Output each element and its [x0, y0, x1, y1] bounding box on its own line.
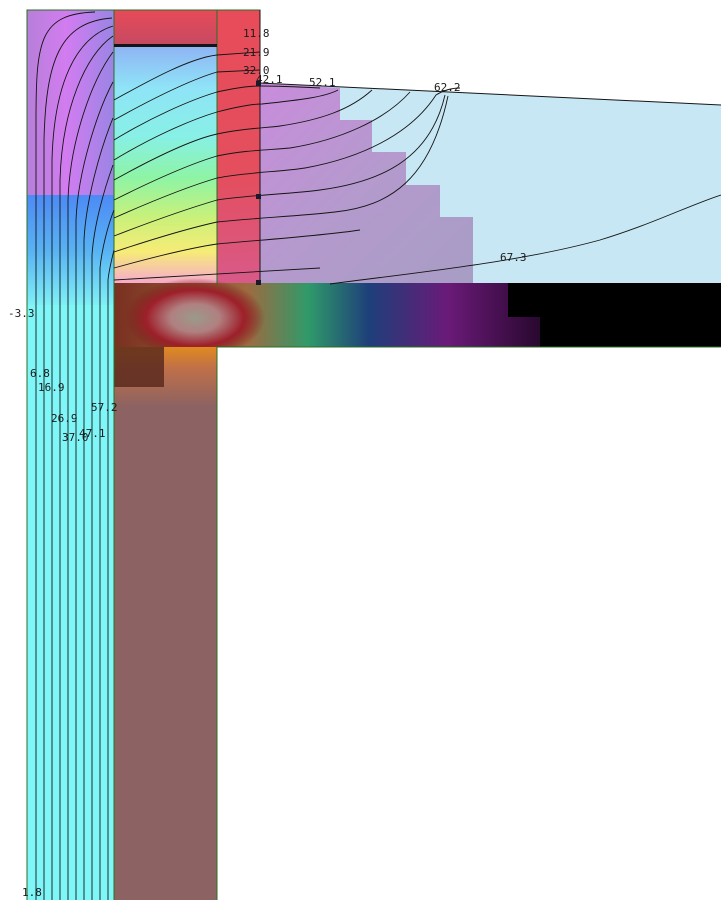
isotherms-core	[113, 51, 721, 285]
node-marker-bottom	[256, 280, 261, 285]
label-wall-1: 6.8	[30, 367, 50, 380]
label-left-top: -3.3	[8, 307, 35, 320]
dark-corner-block	[114, 347, 164, 387]
brown-wall	[114, 405, 217, 900]
left-insulation-bottom	[27, 305, 114, 900]
label-top-5: 52.1	[309, 76, 336, 89]
label-top-6: 62.2	[434, 81, 461, 94]
label-bottom: 1.8	[22, 886, 42, 899]
outline-edges	[26, 9, 721, 900]
label-wall-2: 16.9	[38, 381, 65, 394]
label-right: 67.3	[500, 251, 527, 264]
top-cap	[114, 10, 217, 47]
node-marker-top	[256, 81, 261, 86]
core-column	[114, 45, 217, 285]
left-insulation-mid	[27, 195, 114, 305]
node-marker-mid	[256, 194, 261, 199]
beam-black-step	[508, 283, 721, 317]
label-wall-6: 57.2	[91, 401, 118, 414]
beam-black-low	[540, 317, 721, 347]
red-layer	[217, 10, 260, 285]
label-wall-5: 47.1	[79, 427, 106, 440]
label-top-1: 11.8	[243, 27, 270, 40]
isotherm-labels: -3.3 6.8 16.9 26.9 37.0 47.1 57.2 1.8 11…	[8, 27, 527, 899]
label-top-4: 42.1	[256, 73, 283, 86]
violet-stepped-zone	[260, 83, 473, 285]
left-insulation	[27, 10, 114, 900]
label-wall-3: 26.9	[51, 412, 78, 425]
label-wall-4: 37.0	[62, 431, 89, 444]
isotherms-left	[35, 11, 115, 900]
label-top-2: 21.9	[243, 46, 270, 59]
node-markers	[256, 81, 261, 285]
left-insulation-top	[27, 10, 114, 195]
beam-hot-spot	[125, 278, 265, 358]
interior-space	[217, 347, 721, 900]
label-top-3: 32.0	[243, 64, 270, 77]
